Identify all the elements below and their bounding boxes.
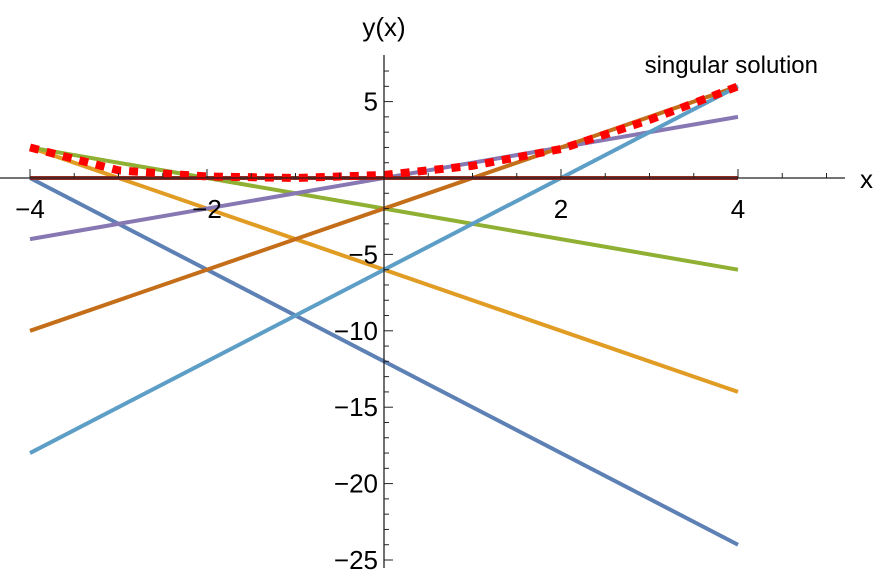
- y-tick-label: −20: [334, 469, 378, 499]
- y-tick-label: −25: [334, 545, 378, 571]
- x-tick-label: 4: [731, 194, 745, 224]
- x-tick-label: 2: [554, 194, 568, 224]
- y-tick-label: −5: [348, 239, 378, 269]
- axes: [0, 55, 845, 568]
- singular-solution-label: singular solution: [645, 52, 818, 79]
- x-tick-label: −2: [192, 194, 222, 224]
- x-tick-label: −4: [15, 194, 45, 224]
- x-axis-title: x: [860, 164, 873, 194]
- y-tick-label: −15: [334, 392, 378, 422]
- y-tick-label: −10: [334, 316, 378, 346]
- y-tick-label: 5: [364, 87, 378, 117]
- y-axis-title: y(x): [362, 12, 405, 42]
- tick-labels: −4 −2 2 4 5 −5 −10 −15 −20 −25: [15, 87, 745, 571]
